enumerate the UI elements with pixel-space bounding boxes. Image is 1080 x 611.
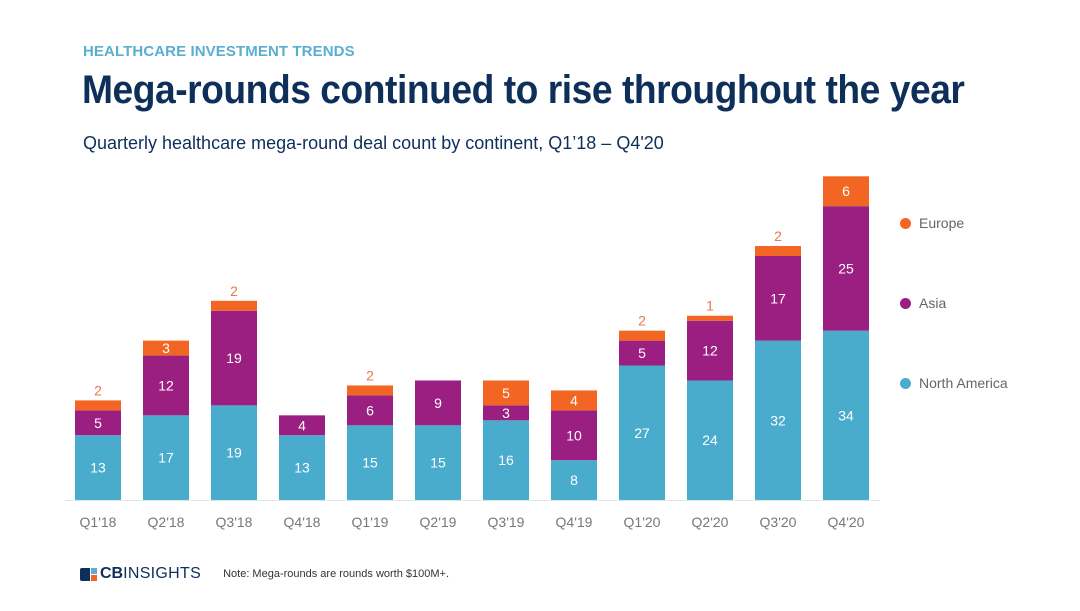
bar-asia [143,355,189,416]
footnote: Note: Mega-rounds are rounds worth $100M… [223,568,450,580]
data-label-europe: 1 [706,298,714,314]
bar-north-america [75,435,121,500]
data-label-north-america: 13 [90,460,106,476]
x-tick-label: Q3'20 [760,514,797,530]
cb-insights-logo-mark-icon [80,567,97,581]
data-label-asia: 25 [838,260,854,276]
legend-swatch-icon [900,217,911,229]
legend-swatch-icon [900,377,911,389]
bar-asia [755,255,801,341]
data-label-north-america: 17 [158,450,174,466]
bar-europe [75,400,121,411]
bar-north-america [143,415,189,500]
bar-europe [483,380,529,406]
data-label-north-america: 19 [226,445,242,461]
data-label-europe: 5 [502,385,510,401]
bar-europe [143,340,189,356]
bar-europe [211,300,257,311]
bar-north-america [687,380,733,500]
chart-subtitle: Quarterly healthcare mega-round deal cou… [83,133,664,153]
legend-swatch-icon [900,297,911,309]
bar-asia [687,320,733,381]
bar-north-america [415,425,461,500]
bar-europe [551,390,597,411]
data-label-asia: 6 [366,402,374,418]
x-tick-label: Q1'18 [80,514,117,530]
legend-item-europe: Europe [900,215,964,231]
data-label-europe: 2 [638,313,646,329]
legend-item-asia: Asia [900,295,946,311]
data-label-europe: 6 [842,183,850,199]
data-label-asia: 4 [298,417,306,433]
bar-asia [551,410,597,461]
legend-label: North America [919,375,1008,391]
bar-asia [75,410,121,436]
data-label-asia: 9 [434,395,442,411]
bar-europe [347,385,393,396]
data-label-europe: 2 [366,367,374,383]
data-label-europe: 4 [570,392,578,408]
bar-north-america [483,420,529,500]
bar-north-america [619,365,665,500]
x-tick-label: Q4'20 [828,514,865,530]
bar-north-america [551,460,597,500]
chart-title: Mega-rounds continued to rise throughout… [82,68,965,112]
data-label-europe: 3 [162,340,170,356]
data-label-asia: 17 [770,290,786,306]
x-tick-label: Q1'19 [352,514,389,530]
data-label-europe: 2 [94,382,102,398]
bar-north-america [279,435,325,500]
data-label-asia: 3 [502,405,510,421]
data-label-asia: 5 [94,415,102,431]
cb-insights-logo: CB INSIGHTS [80,565,201,583]
x-tick-label: Q3'18 [216,514,253,530]
logo-text-cb: CB [100,565,124,582]
bar-north-america [823,330,869,500]
legend-item-north-america: North America [900,375,1008,391]
bar-asia [823,206,869,331]
bar-europe [755,246,801,256]
data-label-north-america: 34 [838,407,854,423]
data-label-asia: 5 [638,345,646,361]
bar-europe [687,315,733,321]
data-label-north-america: 27 [634,425,650,441]
x-tick-label: Q4'19 [556,514,593,530]
bar-asia [619,340,665,366]
data-label-asia: 10 [566,427,582,443]
bar-north-america [755,340,801,500]
data-label-north-america: 8 [570,472,578,488]
data-label-europe: 2 [230,283,238,299]
x-tick-label: Q1'20 [624,514,661,530]
legend-label: Europe [919,215,965,231]
data-label-asia: 12 [702,343,718,359]
chart-eyebrow: HEALTHCARE INVESTMENT TRENDS [83,43,355,60]
data-label-north-america: 13 [294,460,310,476]
x-tick-label: Q2'20 [692,514,729,530]
logo-text-insights: INSIGHTS [123,565,202,582]
footer: CB INSIGHTS Note: Mega-rounds are rounds… [80,565,449,583]
bar-north-america [347,425,393,500]
bar-asia [415,380,461,426]
bar-asia [483,405,529,421]
bar-asia [211,310,257,406]
bar-europe [823,176,869,207]
data-label-north-america: 15 [430,455,446,471]
data-label-europe: 2 [774,228,782,244]
bar-europe [619,330,665,341]
x-tick-label: Q4'18 [284,514,321,530]
bar-north-america [211,405,257,500]
data-label-asia: 12 [158,377,174,393]
x-tick-label: Q2'18 [148,514,185,530]
data-label-north-america: 24 [702,432,718,448]
data-label-asia: 19 [226,350,242,366]
data-label-north-america: 15 [362,455,378,471]
bar-asia [279,415,325,436]
data-label-north-america: 32 [770,412,786,428]
x-tick-label: Q2'19 [420,514,457,530]
data-label-north-america: 16 [498,452,514,468]
bar-asia [347,395,393,426]
legend-label: Asia [919,295,947,311]
x-tick-label: Q3'19 [488,514,525,530]
